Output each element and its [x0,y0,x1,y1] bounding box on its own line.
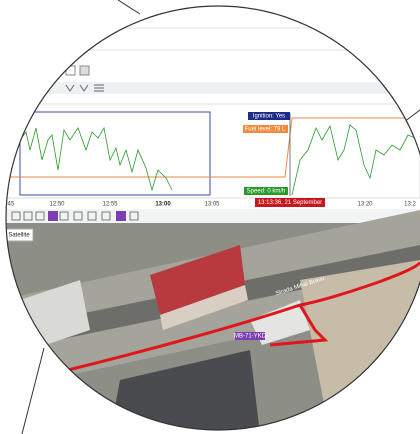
pointer-line [22,348,44,434]
lens-content: Ignition: Yes Fuel level: 79 L Speed: 0 … [0,0,420,434]
active-tool[interactable] [116,211,126,221]
speed-text: Speed: 0 km/h [247,189,286,195]
chart-toolbar [0,82,420,94]
toolbar-button[interactable] [80,66,89,75]
time-tick-label: 13:2 [404,202,416,208]
fuel-text: Fuel level: 79 L [245,127,286,133]
time-tick-label: 13:05 [204,202,220,208]
time-tick-label: 13:00 [155,202,171,208]
time-tick-label: :45 [6,202,15,208]
active-tool[interactable] [48,211,58,221]
toolbar-button[interactable] [66,66,75,75]
time-tick-label: 12:55 [102,202,118,208]
layer-tooltip-text: Satellite [8,233,30,239]
time-text: 13:13:36, 21 September [258,200,322,206]
lot [300,260,420,434]
pointer-line [118,0,140,14]
page: Ignition: Yes Fuel level: 79 L Speed: 0 … [0,0,420,434]
magnified-screenshot: Ignition: Yes Fuel level: 79 L Speed: 0 … [0,0,420,434]
ignition-text: Ignition: Yes [253,114,285,120]
map-toolbar [0,209,420,223]
time-tick-label: 12:50 [49,202,65,208]
vehicle-label: MB-71-YKD [234,334,267,340]
time-tick-label: 13:20 [357,202,373,208]
